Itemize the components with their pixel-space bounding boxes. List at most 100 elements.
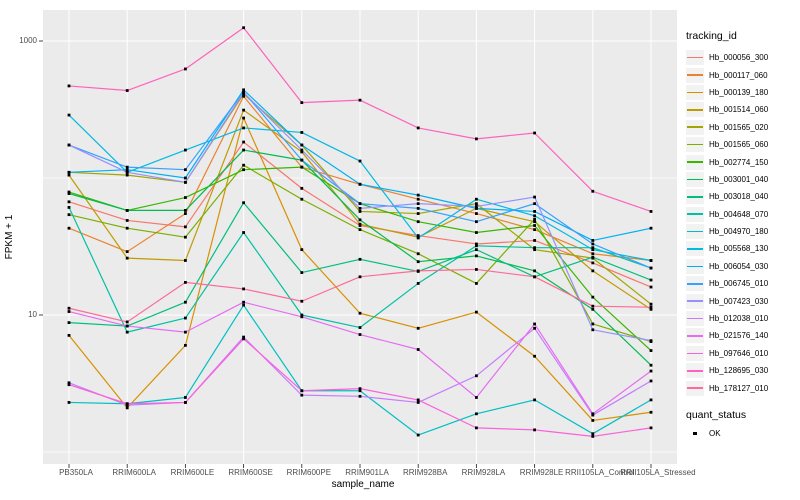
legend-key-line-icon <box>687 213 703 215</box>
data-point <box>358 394 362 398</box>
data-point <box>184 212 187 215</box>
data-point <box>591 419 595 422</box>
legend-entry: Hb_001565_020 <box>686 119 798 136</box>
data-point <box>533 246 536 250</box>
data-point <box>125 219 129 222</box>
data-point <box>649 369 653 373</box>
data-point <box>533 239 536 242</box>
data-point <box>533 217 536 221</box>
data-point <box>416 206 420 210</box>
black-square-point-icon <box>693 431 697 436</box>
data-point <box>300 271 304 274</box>
legend-key <box>686 171 704 187</box>
data-point <box>184 259 187 262</box>
legend-entry-label: Hb_006745_010 <box>709 279 769 289</box>
data-point <box>358 326 362 329</box>
data-point <box>475 282 478 285</box>
legend-key-line-icon <box>687 352 703 355</box>
legend-key-line-icon <box>687 143 703 146</box>
data-point <box>300 165 304 169</box>
data-point <box>184 196 187 199</box>
x-axis-title: sample_name <box>331 479 395 490</box>
y-tick-label: 1000 <box>19 36 37 45</box>
x-tick-label: RRIM928LA <box>461 468 506 477</box>
data-point <box>416 282 420 285</box>
data-point <box>242 148 245 152</box>
legend-key <box>686 276 704 292</box>
data-point <box>416 401 420 404</box>
data-point <box>533 428 536 432</box>
data-point <box>533 220 536 224</box>
legend-key-line-icon <box>687 265 703 268</box>
data-point <box>242 201 245 205</box>
data-point <box>300 299 304 303</box>
data-point <box>358 222 362 226</box>
x-tick-label: RRII105LA_Control <box>565 468 635 477</box>
legend-key <box>686 84 704 100</box>
data-point <box>358 218 362 222</box>
legend-entry: Hb_128695_030 <box>686 362 798 379</box>
data-point <box>67 192 71 195</box>
data-point <box>358 206 362 210</box>
data-point <box>67 113 71 117</box>
legend-entry: Hb_001514_060 <box>686 101 798 118</box>
legend-entry-label: Hb_012038_010 <box>709 314 769 324</box>
data-point <box>242 335 245 339</box>
legend-key <box>686 293 704 309</box>
data-point <box>300 150 304 154</box>
data-point <box>125 89 129 92</box>
data-point <box>242 231 245 234</box>
legend-entry: Hb_002774_150 <box>686 153 798 170</box>
data-point <box>67 401 71 404</box>
legend-title-quant-status: quant_status <box>686 408 747 421</box>
legend-entry-label: Hb_005568_130 <box>709 244 769 254</box>
legend-entry-label: Hb_004970_180 <box>709 227 769 237</box>
legend-entry: Hb_012038_010 <box>686 310 798 327</box>
data-point <box>184 168 187 172</box>
legend-entry: Hb_001565_060 <box>686 136 798 153</box>
data-point <box>184 235 187 239</box>
data-point <box>125 165 129 169</box>
legend-entry: Hb_005568_130 <box>686 240 798 257</box>
data-point <box>67 170 71 174</box>
data-point <box>67 310 71 313</box>
legend-key-line-icon <box>687 91 703 94</box>
data-point <box>591 246 595 250</box>
quant-status-key <box>686 426 704 441</box>
legend-key <box>686 50 704 66</box>
data-point <box>533 202 536 206</box>
legend-entry-label: Hb_001514_060 <box>709 105 769 115</box>
data-point <box>125 209 129 212</box>
data-point <box>358 182 362 186</box>
data-point <box>184 343 187 347</box>
legend-key <box>686 241 704 257</box>
x-tick-label: RRIM600LA <box>112 468 156 477</box>
legend-key-line-icon <box>687 178 703 181</box>
legend-key-line-icon <box>687 282 703 285</box>
data-point <box>67 84 71 88</box>
legend-entry-label: Hb_002774_150 <box>709 157 769 167</box>
data-point <box>125 256 129 260</box>
legend-entry-label: Hb_021576_140 <box>709 331 769 341</box>
legend-key <box>686 102 704 118</box>
data-point <box>649 302 653 306</box>
data-point <box>533 195 536 199</box>
legend-key <box>686 119 704 135</box>
legend-key <box>686 67 704 83</box>
data-point <box>67 213 71 217</box>
data-point <box>591 248 595 252</box>
data-point <box>416 252 420 256</box>
legend-title-tracking-id: tracking_id <box>686 30 737 42</box>
data-point <box>300 143 304 147</box>
x-tick-label: RRIM600PE <box>286 468 332 477</box>
data-point <box>649 379 653 383</box>
data-point <box>416 348 420 351</box>
x-tick-label: RRIM928LE <box>519 468 564 477</box>
data-point <box>184 176 187 180</box>
legend-entry-label: Hb_006054_030 <box>709 261 769 271</box>
legend-entry: Hb_006054_030 <box>686 258 798 275</box>
data-point <box>591 434 595 438</box>
data-point <box>242 163 245 167</box>
legend-entry: Hb_178127_010 <box>686 379 798 396</box>
